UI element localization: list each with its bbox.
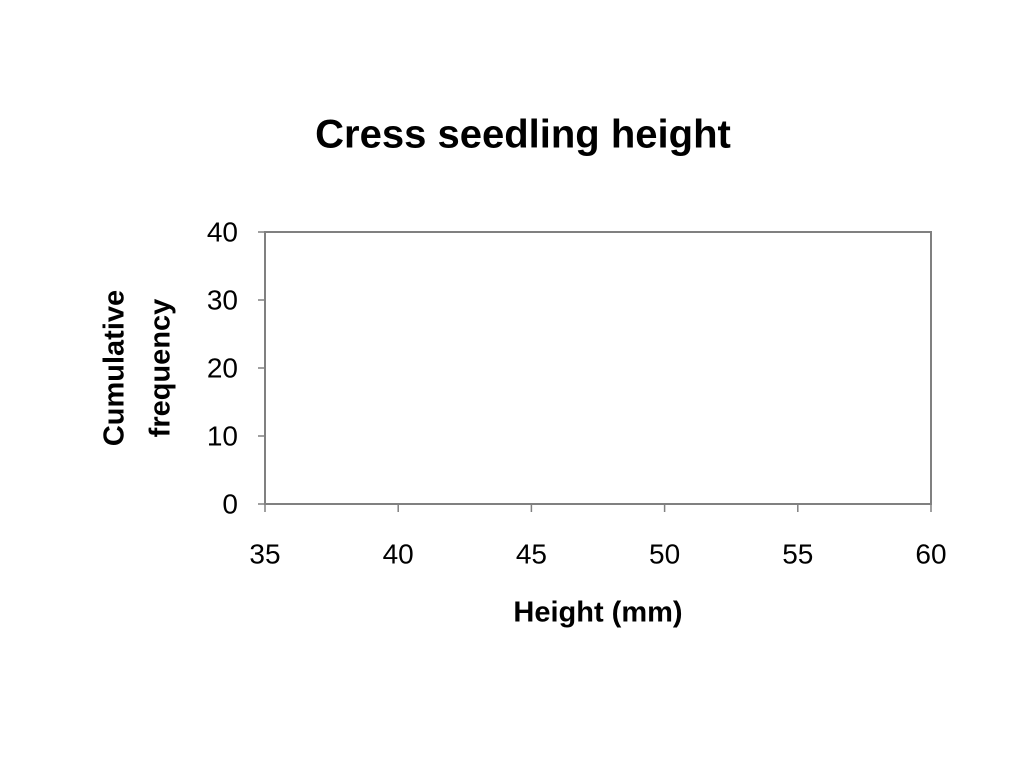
x-tick-label: 50 bbox=[649, 538, 680, 569]
x-tick-label: 60 bbox=[915, 538, 946, 569]
y-tick-label: 30 bbox=[207, 284, 238, 315]
y-tick-label: 20 bbox=[207, 352, 238, 383]
x-tick-label: 40 bbox=[383, 538, 414, 569]
y-tick-label: 0 bbox=[222, 488, 238, 519]
x-axis-label: Height (mm) bbox=[513, 597, 682, 629]
y-axis-label: frequency bbox=[145, 299, 177, 438]
chart-title: Cress seedling height bbox=[315, 113, 731, 157]
y-tick-label: 40 bbox=[207, 216, 238, 247]
x-tick-label: 45 bbox=[516, 538, 547, 569]
x-tick-label: 55 bbox=[782, 538, 813, 569]
y-tick-label: 10 bbox=[207, 420, 238, 451]
x-tick-label: 35 bbox=[249, 538, 280, 569]
y-axis-label: Cumulative bbox=[99, 290, 131, 446]
